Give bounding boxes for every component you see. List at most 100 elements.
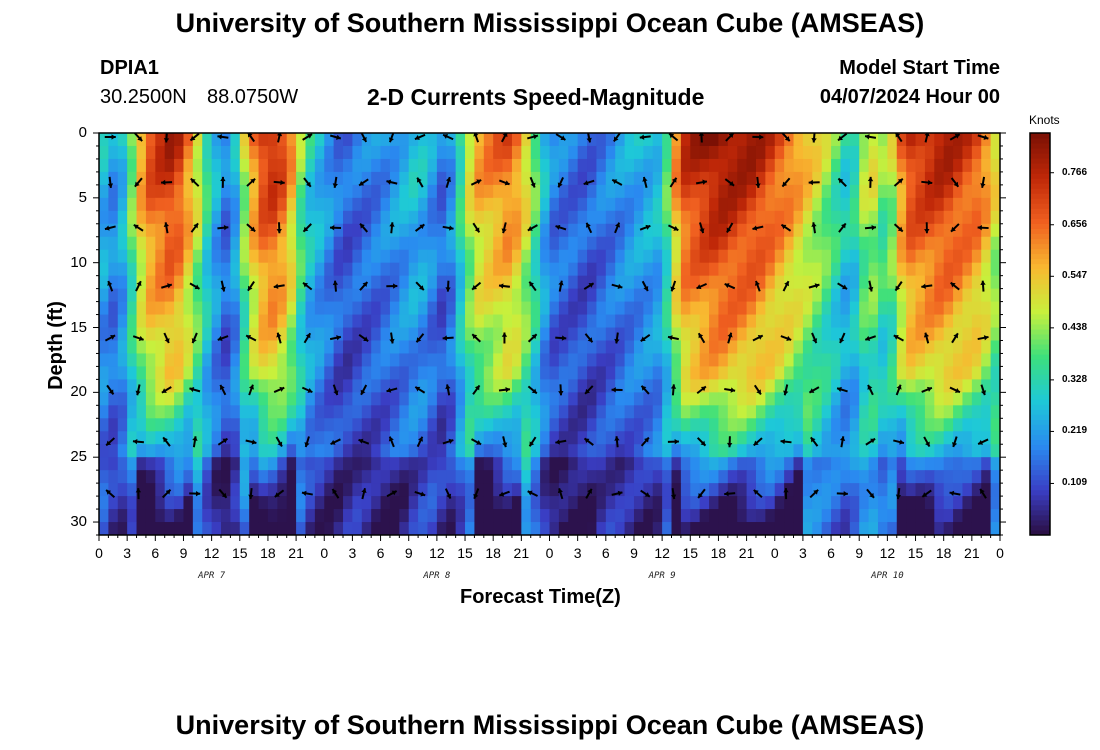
heatmap-cell bbox=[915, 366, 926, 380]
heatmap-cell bbox=[483, 444, 494, 458]
heatmap-cell bbox=[662, 379, 673, 393]
heatmap-cell bbox=[587, 262, 597, 277]
heatmap-cell bbox=[877, 171, 888, 186]
heatmap-cell bbox=[934, 210, 945, 225]
heatmap-cell bbox=[624, 184, 635, 199]
heatmap-cell bbox=[615, 431, 626, 445]
heatmap-cell bbox=[615, 145, 626, 160]
heatmap-cell bbox=[389, 392, 400, 406]
heatmap-cell bbox=[483, 366, 494, 380]
heatmap-cell bbox=[718, 353, 729, 367]
heatmap-cell bbox=[943, 496, 954, 510]
heatmap-cell bbox=[558, 392, 569, 406]
current-vector bbox=[217, 134, 229, 140]
heatmap-cell bbox=[924, 444, 935, 458]
heatmap-cell bbox=[502, 210, 513, 225]
heatmap-cell bbox=[765, 236, 776, 251]
heatmap-cell bbox=[906, 223, 917, 238]
colorbar-segment bbox=[1030, 263, 1050, 270]
heatmap-cell bbox=[709, 158, 719, 173]
heatmap-cell bbox=[305, 171, 316, 186]
heatmap-cell bbox=[680, 223, 691, 238]
current-vector bbox=[133, 223, 144, 232]
heatmap-cell bbox=[371, 197, 382, 212]
heatmap-cell bbox=[127, 133, 138, 147]
heatmap-cell bbox=[305, 509, 316, 523]
heatmap-cell bbox=[868, 171, 879, 186]
current-vector bbox=[329, 335, 342, 341]
current-vector bbox=[329, 225, 342, 231]
heatmap-cell bbox=[784, 353, 795, 367]
heatmap-cell bbox=[521, 275, 532, 290]
heatmap-cell bbox=[981, 366, 992, 380]
heatmap-cell bbox=[221, 470, 231, 484]
heatmap-cell bbox=[990, 418, 1000, 432]
heatmap-cell bbox=[840, 275, 851, 290]
heatmap-cell bbox=[981, 171, 992, 186]
heatmap-cell bbox=[183, 314, 194, 329]
heatmap-cell bbox=[446, 496, 457, 510]
heatmap-cell bbox=[258, 353, 269, 367]
heatmap-cell bbox=[596, 496, 607, 510]
heatmap-cell bbox=[389, 457, 400, 471]
heatmap-cell bbox=[380, 444, 391, 458]
heatmap-cell bbox=[521, 379, 532, 393]
heatmap-cell bbox=[549, 379, 560, 393]
heatmap-cell bbox=[183, 145, 194, 160]
heatmap-cell bbox=[249, 470, 260, 484]
heatmap-cell bbox=[371, 133, 382, 147]
heatmap-cell bbox=[671, 418, 682, 432]
heatmap-cell bbox=[896, 327, 907, 341]
heatmap-cell bbox=[136, 197, 147, 212]
heatmap-cell bbox=[746, 171, 757, 186]
heatmap-cell bbox=[511, 133, 522, 147]
heatmap-cell bbox=[155, 314, 166, 329]
heatmap-cell bbox=[511, 210, 522, 225]
heatmap-cell bbox=[624, 470, 635, 484]
heatmap-cell bbox=[399, 457, 410, 471]
heatmap-cell bbox=[831, 184, 841, 199]
heatmap-cell bbox=[812, 171, 823, 186]
heatmap-cell bbox=[540, 483, 550, 497]
x-tick-label: 21 bbox=[738, 545, 755, 561]
heatmap-cell bbox=[633, 418, 644, 432]
heatmap-cell bbox=[971, 288, 982, 303]
heatmap-cell bbox=[643, 509, 654, 523]
heatmap-cell bbox=[230, 171, 241, 186]
heatmap-cell bbox=[709, 444, 719, 458]
current-vector bbox=[980, 384, 987, 396]
heatmap-cell bbox=[183, 509, 194, 523]
heatmap-cell bbox=[821, 133, 832, 147]
current-vector bbox=[725, 133, 735, 142]
heatmap-cell bbox=[765, 496, 776, 510]
heatmap-cell bbox=[436, 133, 447, 147]
heatmap-cell bbox=[192, 327, 203, 341]
heatmap-cell bbox=[596, 509, 607, 523]
heatmap-cell bbox=[802, 158, 813, 173]
heatmap-cell bbox=[155, 236, 166, 251]
heatmap-cell bbox=[108, 392, 119, 406]
current-vector bbox=[640, 385, 650, 395]
heatmap-cell bbox=[793, 327, 804, 341]
heatmap-cell bbox=[427, 184, 438, 199]
heatmap-cell bbox=[840, 184, 851, 199]
current-vector bbox=[388, 436, 395, 448]
heatmap-cell bbox=[380, 340, 391, 354]
heatmap-cell bbox=[765, 418, 776, 432]
heatmap-cell bbox=[389, 470, 400, 484]
heatmap-cell bbox=[727, 262, 738, 277]
heatmap-cell bbox=[136, 418, 147, 432]
heatmap-cell bbox=[643, 223, 654, 238]
current-vector bbox=[472, 222, 481, 233]
current-vector bbox=[107, 176, 114, 188]
heatmap-cell bbox=[680, 249, 691, 264]
current-vector bbox=[979, 488, 987, 499]
heatmap-cell bbox=[117, 314, 128, 329]
heatmap-cell bbox=[343, 431, 353, 445]
heatmap-cell bbox=[671, 483, 682, 497]
heatmap-cell bbox=[577, 275, 588, 290]
heatmap-cell bbox=[286, 184, 297, 199]
colorbar-tick-label: 0.328 bbox=[1062, 373, 1088, 385]
heatmap-cell bbox=[99, 483, 109, 497]
heatmap-cell bbox=[521, 301, 532, 316]
